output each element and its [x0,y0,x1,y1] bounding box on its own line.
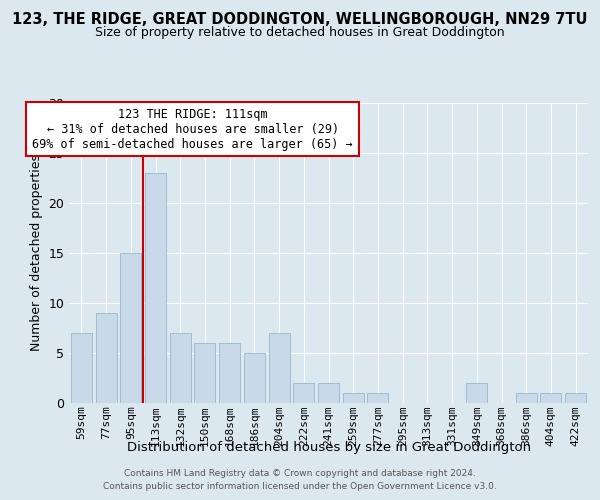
Bar [170,332,191,402]
Bar [71,332,92,402]
Bar [95,312,116,402]
Bar [194,342,215,402]
Text: 123 THE RIDGE: 111sqm
← 31% of detached houses are smaller (29)
69% of semi-deta: 123 THE RIDGE: 111sqm ← 31% of detached … [32,108,353,150]
Bar [541,392,562,402]
Bar [466,382,487,402]
Bar [219,342,240,402]
Bar [145,172,166,402]
Bar [367,392,388,402]
Bar [293,382,314,402]
Bar [343,392,364,402]
Bar [120,252,141,402]
Text: Size of property relative to detached houses in Great Doddington: Size of property relative to detached ho… [95,26,505,39]
Text: 123, THE RIDGE, GREAT DODDINGTON, WELLINGBOROUGH, NN29 7TU: 123, THE RIDGE, GREAT DODDINGTON, WELLIN… [12,12,588,28]
Bar [269,332,290,402]
Bar [516,392,537,402]
Y-axis label: Number of detached properties: Number of detached properties [30,154,43,351]
Text: Contains HM Land Registry data © Crown copyright and database right 2024.
Contai: Contains HM Land Registry data © Crown c… [103,469,497,491]
Bar [318,382,339,402]
Text: Distribution of detached houses by size in Great Doddington: Distribution of detached houses by size … [127,441,531,454]
Bar [565,392,586,402]
Bar [244,352,265,403]
